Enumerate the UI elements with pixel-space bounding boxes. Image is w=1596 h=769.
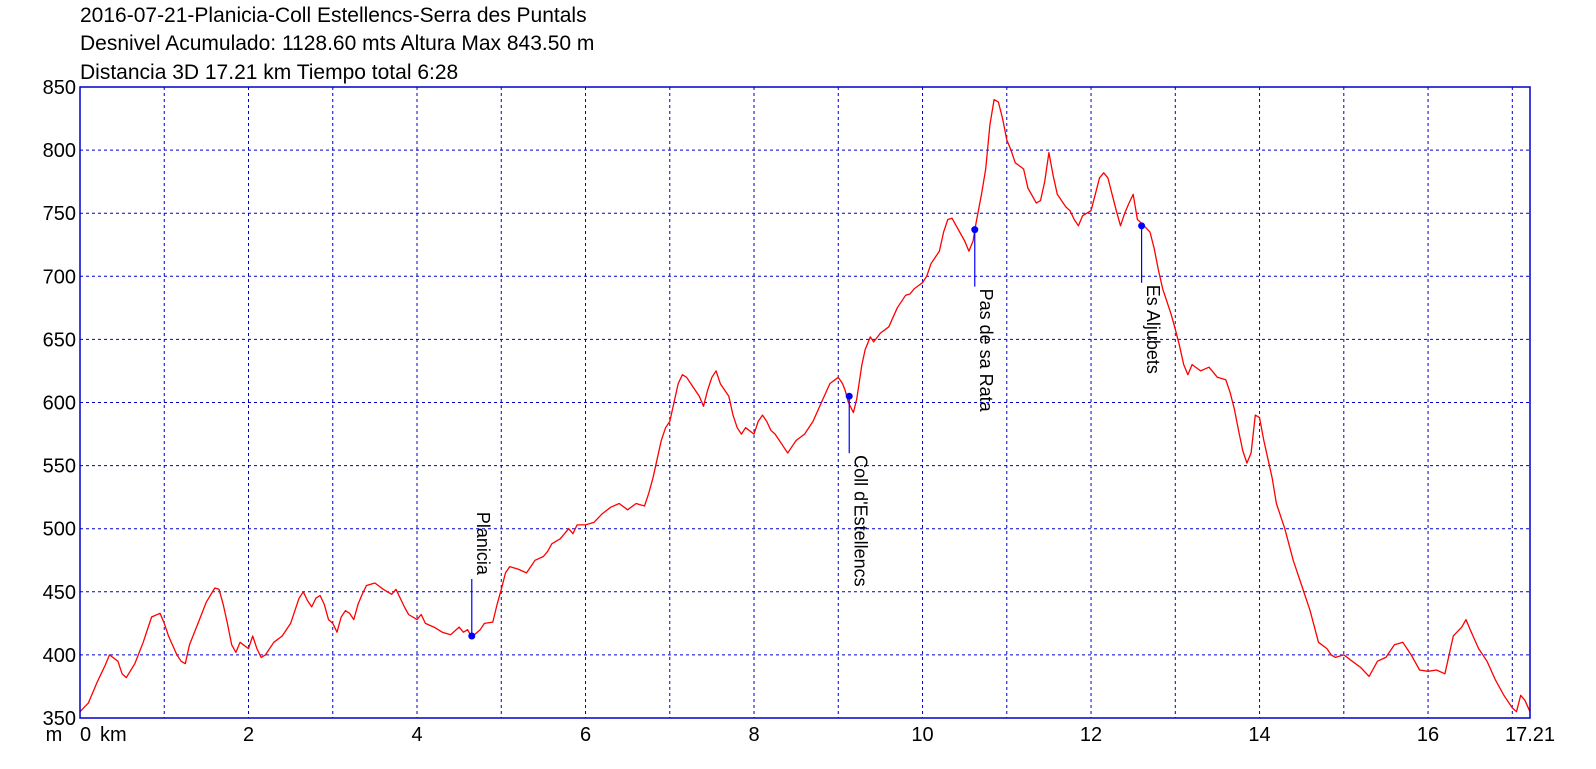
y-tick-label: 550	[43, 456, 76, 478]
chart-subtitle-distance: Distancia 3D 17.21 km Tiempo total 6:28	[80, 61, 459, 84]
y-tick-label: 350	[43, 708, 76, 730]
profile-line-layer	[79, 98, 1531, 713]
x-tick-label: 10	[911, 724, 933, 746]
waypoint-dot	[845, 392, 853, 400]
x-unit-label: km	[100, 724, 127, 746]
y-tick-label: 700	[43, 266, 76, 288]
x-tick-label: 14	[1248, 724, 1270, 746]
x-tick-label: 2	[243, 724, 254, 746]
grid-lines	[80, 87, 1530, 718]
waypoint-label: Es Aljubets	[1143, 285, 1163, 374]
y-tick-label: 750	[43, 203, 76, 225]
x-tick-label: 8	[748, 724, 759, 746]
waypoint-label: Coll d'Estellencs	[851, 455, 871, 587]
y-tick-label: 400	[43, 645, 76, 667]
x-tick-label: 16	[1417, 724, 1439, 746]
waypoint-label: Planicia	[473, 512, 493, 576]
plot-frame	[79, 86, 1531, 719]
x-tick-label: 6	[580, 724, 591, 746]
x-tick-label: 12	[1080, 724, 1102, 746]
waypoint-markers: Planicia Coll d'Estellencs Pas de sa Rata E…	[468, 222, 1163, 640]
axis-tick-labels: 350 400 450 500 550 600 650 700 750 800 850 m 0 2 4 6 8 1…	[43, 77, 1555, 746]
y-tick-label: 800	[43, 140, 76, 162]
chart-title: 2016-07-21-Planicia-Coll Estellencs-Serr…	[80, 4, 587, 27]
waypoint-dot	[971, 226, 979, 234]
waypoint-dot	[468, 632, 476, 640]
y-tick-label: 500	[43, 519, 76, 541]
y-tick-label: 850	[43, 77, 76, 99]
waypoint-dot	[1138, 222, 1146, 230]
x-tick-label: 4	[411, 724, 422, 746]
y-tick-label: 600	[43, 393, 76, 415]
x-tick-label: 0	[80, 724, 91, 746]
y-tick-label: 450	[43, 582, 76, 604]
y-tick-label: 650	[43, 329, 76, 351]
x-tick-label: 17.21	[1505, 724, 1555, 746]
y-unit-label: m	[46, 724, 63, 746]
elevation-profile-line	[79, 98, 1531, 713]
waypoint-label: Pas de sa Rata	[976, 289, 996, 413]
chart-subtitle-elevation: Desnivel Acumulado: 1128.60 mts Altura M…	[80, 32, 595, 55]
